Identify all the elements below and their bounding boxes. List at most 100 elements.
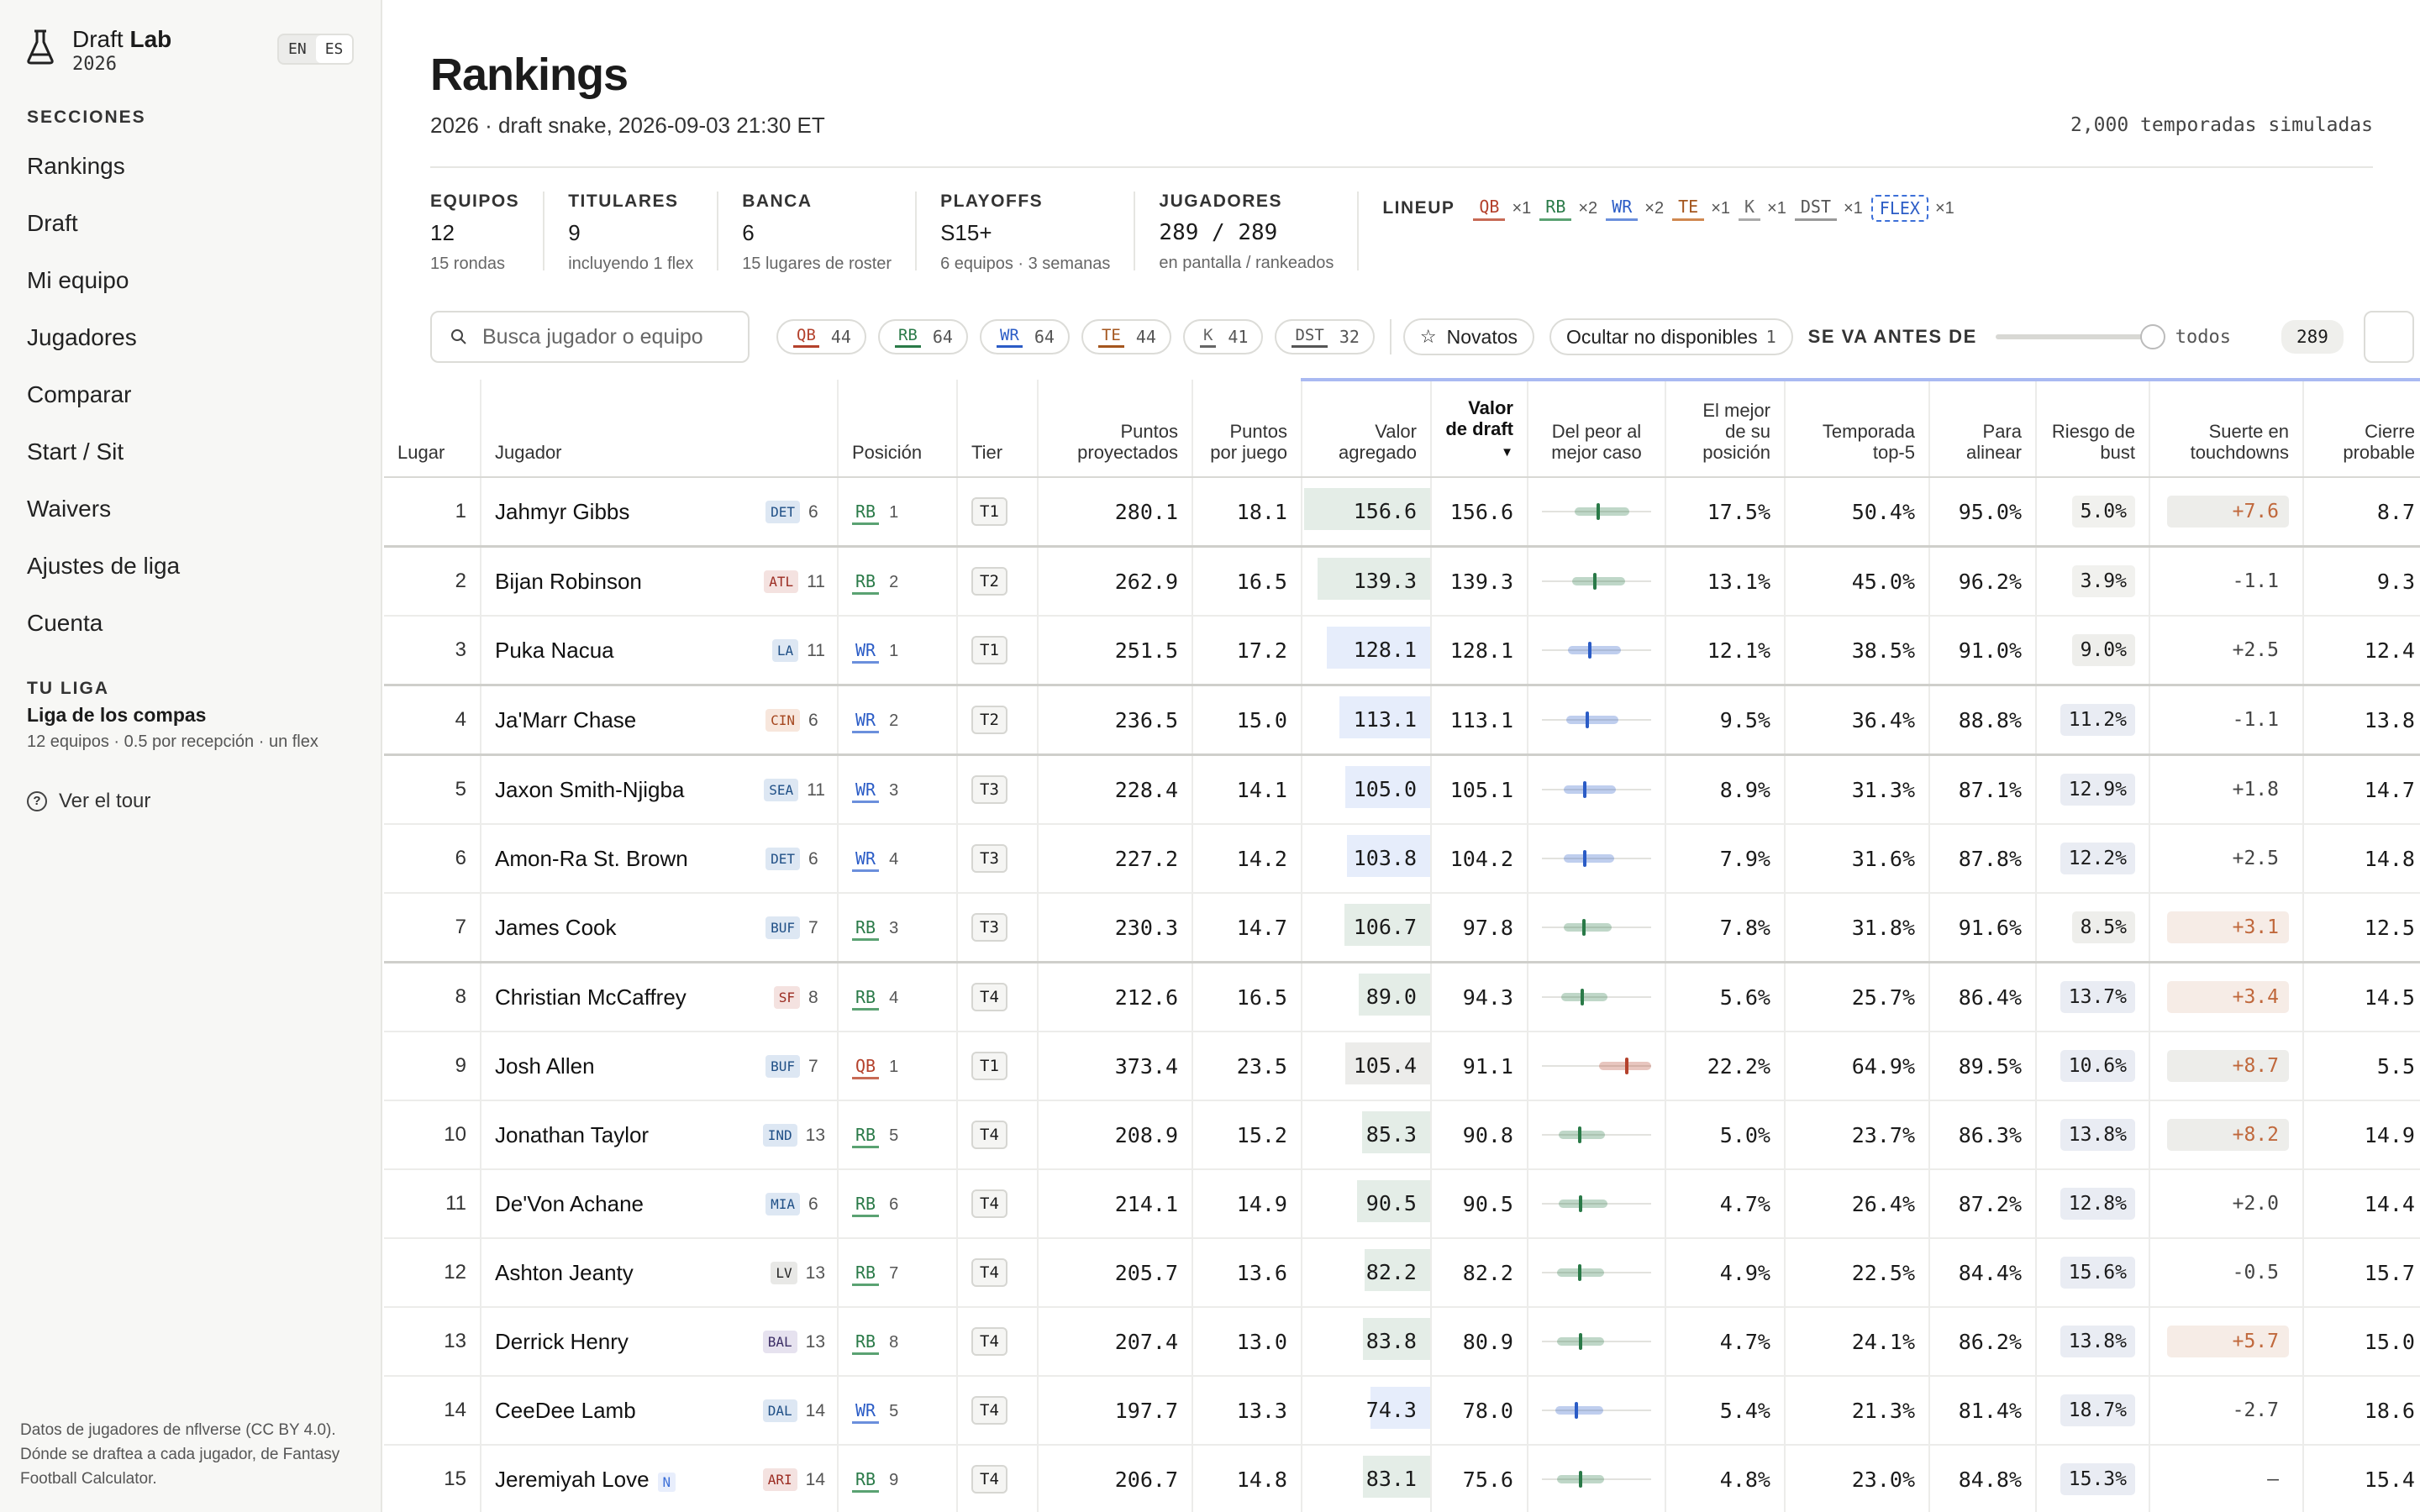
league-name[interactable]: Liga de los compas	[27, 704, 207, 726]
player-cell[interactable]: Amon-Ra St. Brown DET 6	[481, 824, 839, 894]
player-cell[interactable]: James Cook BUF 7	[481, 893, 839, 963]
column-header-cierre-probable[interactable]: Cierre probable	[2303, 378, 2420, 478]
tour-link[interactable]: ? Ver el tour	[27, 790, 150, 813]
column-header-lugar[interactable]: Lugar	[384, 380, 481, 478]
column-header-tier[interactable]: Tier	[957, 380, 1039, 478]
player-cell[interactable]: Derrick Henry BAL 13	[481, 1307, 839, 1377]
team-badge: LA	[771, 639, 799, 662]
rank-cell: 1	[384, 477, 481, 548]
table-row[interactable]: 7 James Cook BUF 7 RB 3 T3 230.3 14.7 106.7 97.8 7.…	[384, 893, 2420, 963]
team-badge: DET	[765, 848, 800, 870]
sidebar-item-rankings[interactable]: Rankings	[27, 153, 125, 179]
player-name[interactable]: Jeremiyah Love	[495, 1466, 650, 1492]
toolbar-divider	[1389, 319, 1392, 354]
sidebar-item-start-sit[interactable]: Start / Sit	[27, 438, 124, 465]
column-header-puntos-por-juego[interactable]: Puntos por juego	[1192, 380, 1302, 478]
filter-dst[interactable]: DST 32	[1275, 319, 1375, 354]
column-header-suerte-en-touchdowns[interactable]: Suerte en touchdowns	[2149, 378, 2304, 478]
player-name[interactable]: James Cook	[495, 914, 617, 940]
player-name[interactable]: Derrick Henry	[495, 1328, 629, 1354]
gone-before-slider[interactable]	[1995, 324, 2165, 349]
player-cell[interactable]: Puka Nacua LA 11	[481, 616, 839, 686]
column-header-puntos-proyectados[interactable]: Puntos proyectados	[1038, 380, 1193, 478]
hide-unavailable-toggle[interactable]: Ocultar no disponibles 1	[1549, 318, 1793, 355]
search-input[interactable]	[482, 324, 734, 349]
column-header-del-peor-al-mejor-caso[interactable]: Del peor al mejor caso	[1528, 378, 1666, 478]
filter-qb[interactable]: QB 44	[776, 319, 866, 354]
table-row[interactable]: 14 CeeDee Lamb DAL 14 WR 5 T4 197.7 13.3 74.3 78.0…	[384, 1376, 2420, 1446]
player-name[interactable]: Josh Allen	[495, 1053, 595, 1079]
lang-en-button[interactable]: EN	[288, 40, 307, 58]
column-header-riesgo-de-bust[interactable]: Riesgo de bust	[2036, 378, 2150, 478]
player-name[interactable]: Puka Nacua	[495, 637, 614, 663]
column-header-posición[interactable]: Posición	[838, 380, 958, 478]
sidebar-item-ajustes-de-liga[interactable]: Ajustes de liga	[27, 553, 181, 579]
player-cell[interactable]: Christian McCaffrey SF 8	[481, 962, 839, 1032]
player-cell[interactable]: Jeremiyah Love N ARI 14	[481, 1445, 839, 1512]
brand[interactable]: Draft Lab 2026	[25, 25, 171, 75]
table-row[interactable]: 12 Ashton Jeanty LV 13 RB 7 T4 205.7 13.6 82.2 82.…	[384, 1238, 2420, 1308]
column-header-temporada-top-5[interactable]: Temporada top-5	[1785, 378, 1930, 478]
filter-te[interactable]: TE 44	[1081, 319, 1171, 354]
table-row[interactable]: 4 Ja'Marr Chase CIN 6 WR 2 T2 236.5 15.0 113.1 113…	[384, 685, 2420, 756]
position-cell: RB 8	[838, 1307, 958, 1377]
player-name[interactable]: De'Von Achane	[495, 1190, 644, 1216]
player-name[interactable]: Bijan Robinson	[495, 568, 642, 594]
player-name[interactable]: Ja'Marr Chase	[495, 706, 637, 732]
more-options-button[interactable]	[2363, 311, 2414, 363]
player-name[interactable]: CeeDee Lamb	[495, 1397, 636, 1423]
player-name[interactable]: Amon-Ra St. Brown	[495, 845, 688, 871]
player-cell[interactable]: Jahmyr Gibbs DET 6	[481, 477, 839, 548]
search-box[interactable]	[430, 311, 750, 363]
sidebar-item-jugadores[interactable]: Jugadores	[27, 324, 137, 350]
player-name[interactable]: Christian McCaffrey	[495, 984, 687, 1010]
tier-badge: T4	[971, 1396, 1007, 1425]
player-cell[interactable]: De'Von Achane MIA 6	[481, 1169, 839, 1239]
table-row[interactable]: 9 Josh Allen BUF 7 QB 1 T1 373.4 23.5 105.4 91.1 22…	[384, 1032, 2420, 1101]
sidebar-item-comparar[interactable]: Comparar	[27, 381, 132, 407]
table-row[interactable]: 5 Jaxon Smith-Njigba SEA 11 WR 3 T3 228.4 14.1 10…	[384, 754, 2420, 825]
player-cell[interactable]: Jonathan Taylor IND 13	[481, 1100, 839, 1170]
table-row[interactable]: 10 Jonathan Taylor IND 13 RB 5 T4 208.9 15.2 85.3…	[384, 1100, 2420, 1170]
lineup-multiplier: ×1	[1843, 198, 1863, 218]
table-row[interactable]: 1 Jahmyr Gibbs DET 6 RB 1 T1 280.1 18.1 156.6 156.…	[384, 477, 2420, 548]
player-cell[interactable]: Ja'Marr Chase CIN 6	[481, 685, 839, 756]
team-info: MIA 6	[765, 1193, 825, 1215]
table-row[interactable]: 13 Derrick Henry BAL 13 RB 8 T4 207.4 13.0 83.8 80…	[384, 1307, 2420, 1377]
player-name[interactable]: Jonathan Taylor	[495, 1121, 650, 1147]
filter-rb[interactable]: RB 64	[877, 319, 968, 354]
player-name[interactable]: Ashton Jeanty	[495, 1259, 634, 1285]
range-band	[1564, 785, 1617, 794]
lang-es-button[interactable]: ES	[315, 35, 353, 63]
value-added-cell: 128.1	[1302, 616, 1432, 686]
player-cell[interactable]: CeeDee Lamb DAL 14	[481, 1376, 839, 1446]
player-cell[interactable]: Josh Allen BUF 7	[481, 1032, 839, 1101]
slider-knob[interactable]	[2139, 324, 2165, 349]
table-row[interactable]: 8 Christian McCaffrey SF 8 RB 4 T4 212.6 16.5 89.…	[384, 962, 2420, 1032]
player-cell[interactable]: Ashton Jeanty LV 13	[481, 1238, 839, 1308]
table-row[interactable]: 2 Bijan Robinson ATL 11 RB 2 T2 262.9 16.5 139.3 1…	[384, 546, 2420, 617]
column-header-valor-agregado[interactable]: Valor agregado	[1302, 378, 1432, 478]
column-header-valor-de-draft[interactable]: Valor de draft ▼	[1431, 378, 1528, 478]
table-row[interactable]: 6 Amon-Ra St. Brown DET 6 WR 4 T3 227.2 14.2 103.…	[384, 824, 2420, 894]
column-header-el-mejor-de-su-posición[interactable]: El mejor de su posición	[1665, 378, 1786, 478]
sidebar-item-mi-equipo[interactable]: Mi equipo	[27, 267, 129, 293]
rankings-table-wrapper: Lugar Jugador Posición Tier Puntos proyectad…	[384, 378, 2420, 1512]
player-name[interactable]: Jahmyr Gibbs	[495, 498, 630, 524]
column-header-jugador[interactable]: Jugador	[481, 380, 839, 478]
filter-wr[interactable]: WR 64	[979, 319, 1070, 354]
player-cell[interactable]: Jaxon Smith-Njigba SEA 11	[481, 754, 839, 825]
player-cell[interactable]: Bijan Robinson ATL 11	[481, 546, 839, 617]
table-row[interactable]: 3 Puka Nacua LA 11 WR 1 T1 251.5 17.2 128.1 128.1 1…	[384, 616, 2420, 686]
filter-k[interactable]: K 41	[1182, 319, 1264, 354]
sidebar-item-draft[interactable]: Draft	[27, 210, 78, 236]
player-name[interactable]: Jaxon Smith-Njigba	[495, 776, 685, 802]
table-row[interactable]: 11 De'Von Achane MIA 6 RB 6 T4 214.1 14.9 90.5 90.…	[384, 1169, 2420, 1239]
table-row[interactable]: 15 Jeremiyah Love N ARI 14 RB 9 T4 206.7 14.8 83.1…	[384, 1445, 2420, 1512]
column-header-para-alinear[interactable]: Para alinear	[1929, 378, 2037, 478]
sidebar-item-waivers[interactable]: Waivers	[27, 496, 112, 522]
sidebar-item-cuenta[interactable]: Cuenta	[27, 610, 103, 636]
rookies-toggle[interactable]: ☆ Novatos	[1402, 318, 1535, 355]
likely-close: 8.7	[2303, 477, 2420, 548]
value-added: 106.7	[1353, 915, 1417, 939]
